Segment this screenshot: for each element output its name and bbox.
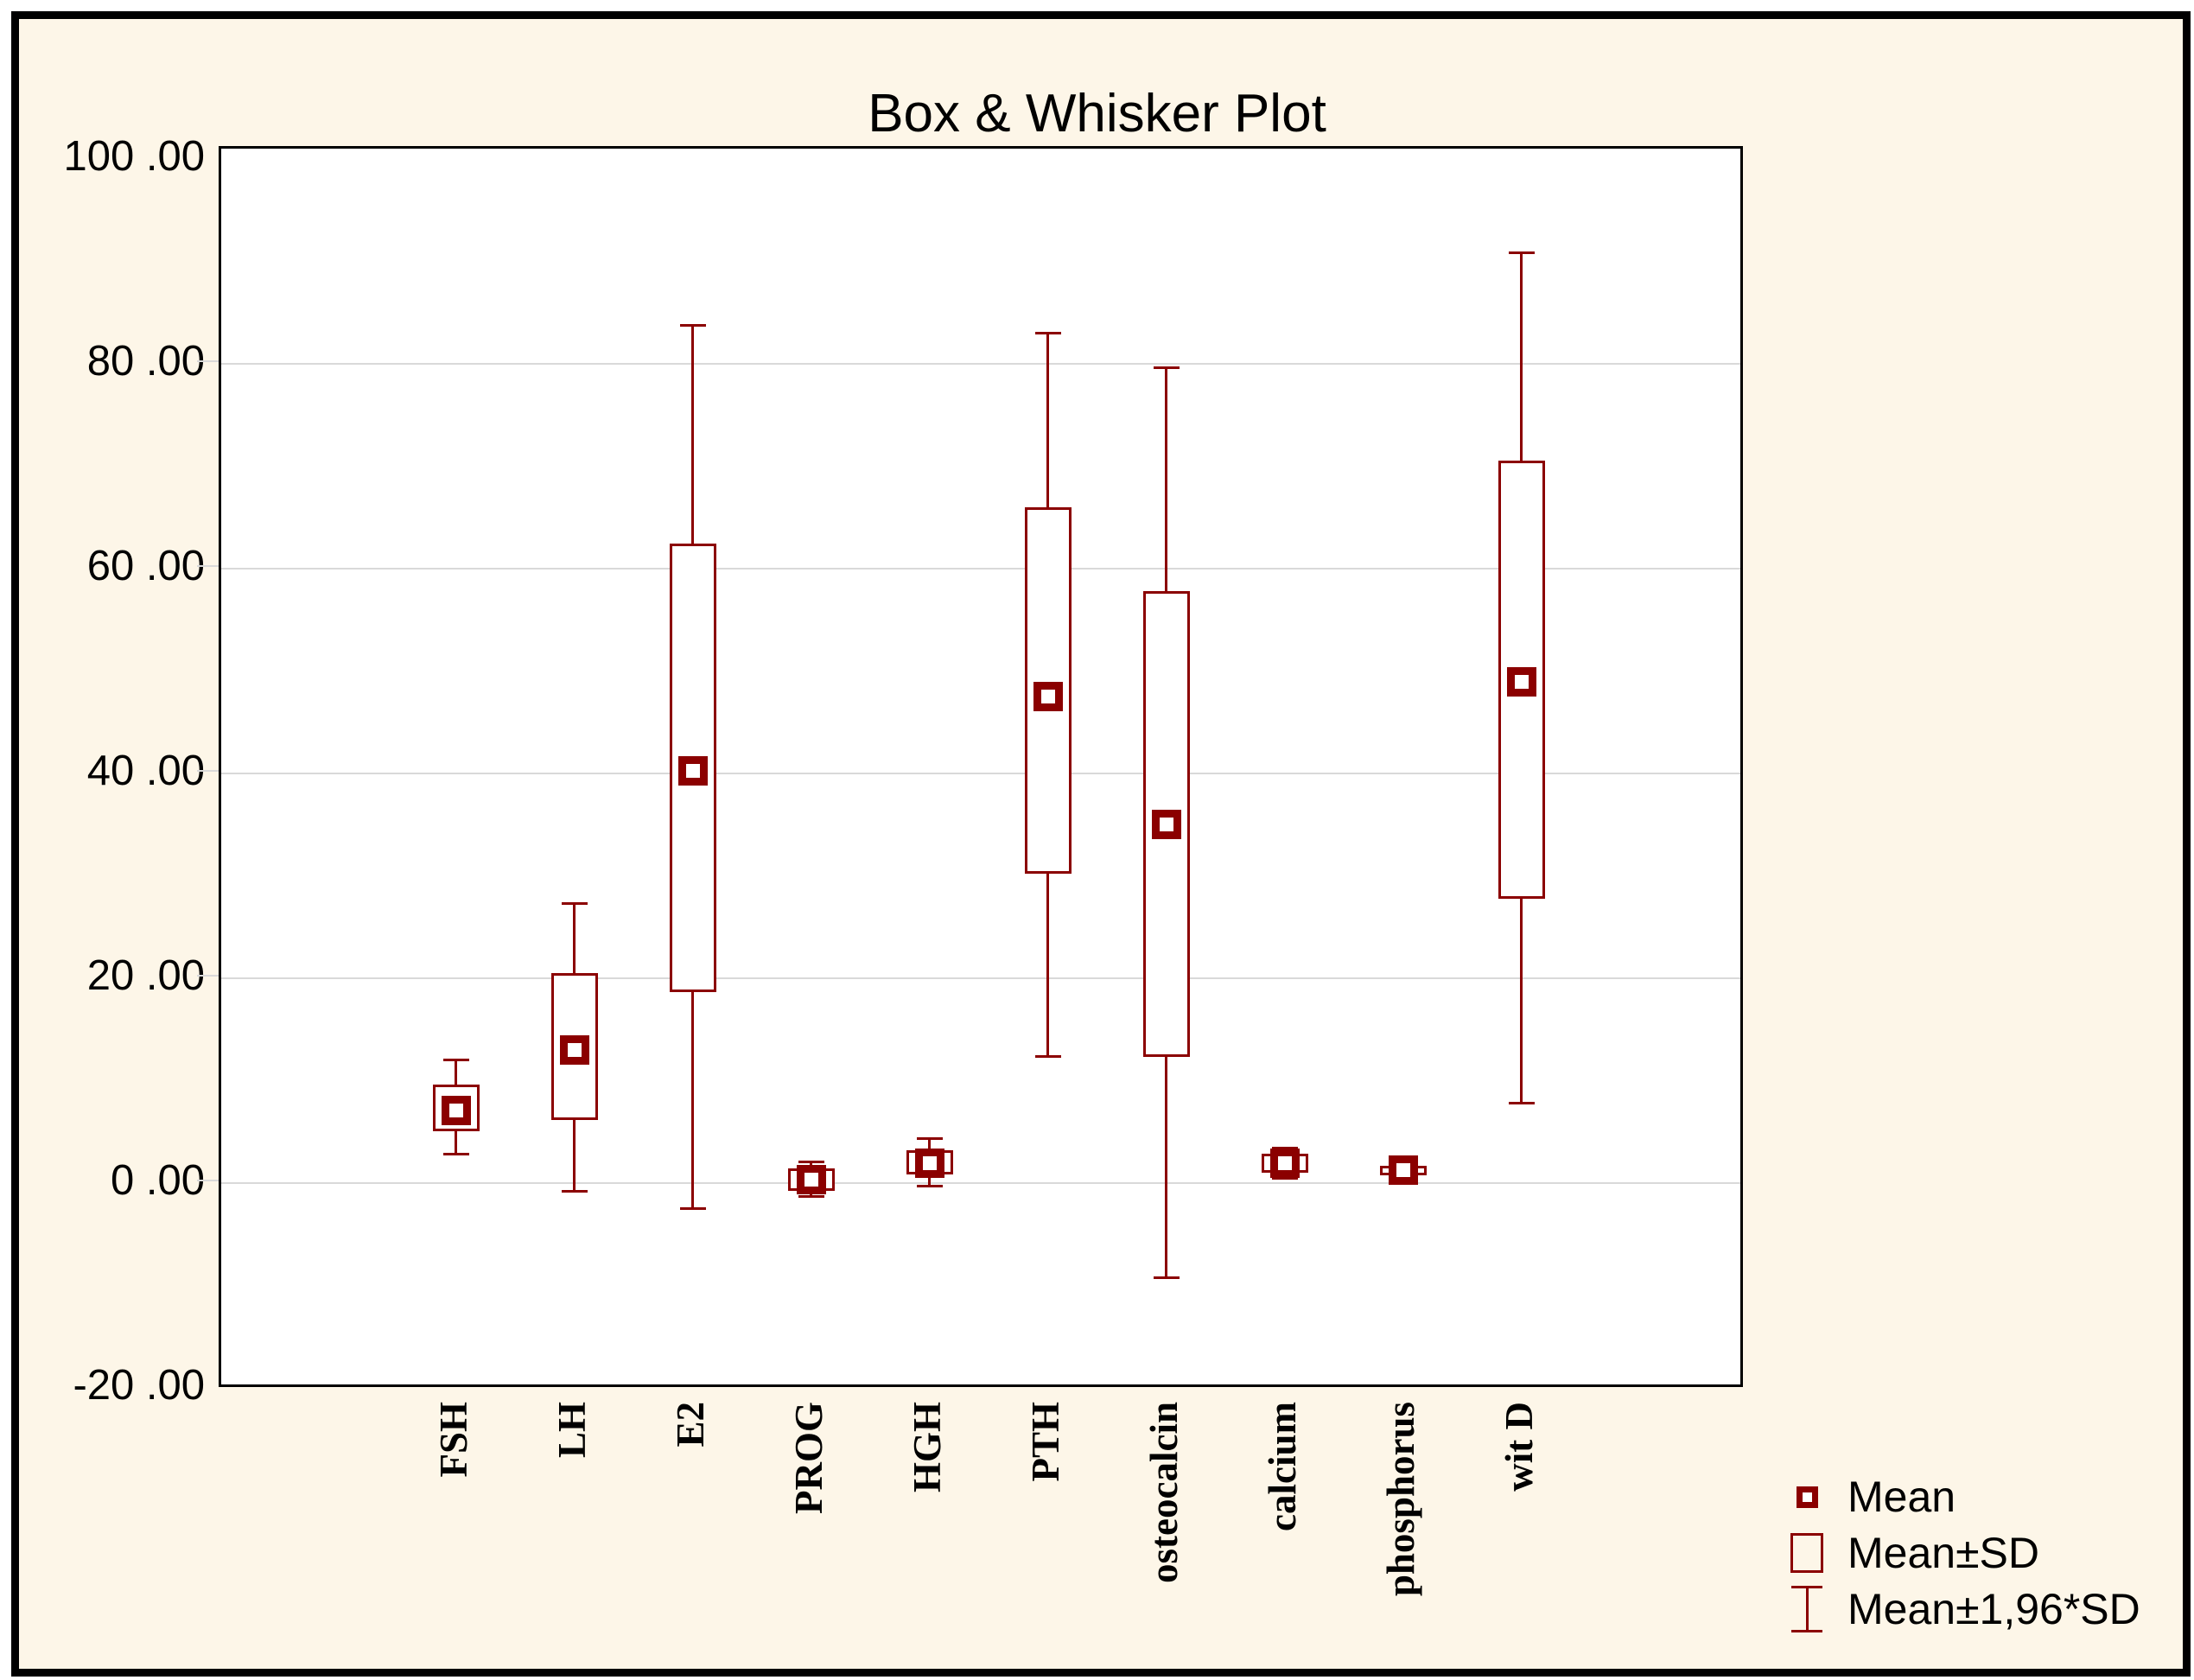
y-axis-tick [197,564,219,567]
x-category-label: phosphorus [1378,1402,1422,1597]
legend-label: Mean±1,96*SD [1847,1585,2140,1633]
legend-icon-cell [1785,1486,1828,1508]
mean-marker [1388,1155,1418,1186]
legend-item: Mean±SD [1785,1530,2140,1575]
legend: Mean Mean±SD Mean±1,96*SD [1785,1474,2140,1632]
legend-item: Mean±1,96*SD [1785,1585,2140,1633]
whisker-cap-bottom [679,1206,706,1210]
mean-marker [796,1164,826,1194]
y-tick-label: 100 .00 [63,132,206,180]
x-category-label: calcium [1260,1402,1304,1531]
mean-marker [1506,667,1536,697]
mean-marker [1269,1149,1300,1179]
gridline [221,772,1740,774]
x-category-label: PROG [786,1402,830,1514]
whisker-cap-top [916,1137,943,1141]
y-tick-label: 40 .00 [86,747,205,794]
whisker-cap-bottom [1153,1276,1180,1280]
mean-marker [1033,681,1063,711]
legend-label: Mean±SD [1847,1529,2039,1577]
whisker-cap-top [679,324,706,328]
y-axis-tick [197,360,219,362]
whisker-cap-bottom [442,1152,469,1155]
legend-icon-cell [1785,1586,1828,1632]
mean-marker [677,756,708,786]
whisker-cap-bottom [561,1189,588,1193]
gridline [221,567,1740,570]
y-tick-label: -20 .00 [73,1361,205,1409]
mean-marker [441,1095,471,1125]
y-tick-label: 80 .00 [86,337,205,385]
whisker-cap-bottom [1508,1101,1535,1104]
x-category-label: E2 [668,1402,712,1448]
x-category-label: HGH [905,1402,949,1493]
whisker-icon-cap-top [1791,1586,1822,1588]
whisker-icon-line [1805,1586,1809,1632]
x-category-label: LH [550,1402,594,1459]
whisker-cap-top [442,1058,469,1061]
y-tick-label: 20 .00 [86,951,205,999]
chart-title: Box & Whisker Plot [868,84,1326,143]
mean-marker [1151,809,1181,839]
whisker-cap-top [561,901,588,905]
whisker-cap-bottom [1034,1055,1061,1059]
x-category-label: FSH [431,1402,475,1478]
legend-icon-cell [1785,1533,1828,1573]
y-axis-tick [197,1179,219,1181]
whisker-cap-bottom [798,1194,824,1198]
gridline [221,1181,1740,1184]
whisker-cap-top [1034,331,1061,334]
whisker-cap-bottom [916,1184,943,1187]
mean-marker-icon [1796,1486,1818,1508]
y-axis-tick [197,769,219,772]
x-category-label: wit D [1497,1402,1541,1492]
gridline [221,362,1740,365]
whisker-cap-top [1271,1146,1298,1149]
whisker-cap-top [1153,366,1180,370]
whisker-icon-cap-bottom [1791,1630,1822,1632]
x-category-label: PTH [1023,1402,1067,1482]
plot-panel [219,146,1743,1387]
mean-marker [559,1034,589,1065]
legend-label: Mean [1847,1473,1956,1521]
whisker-cap-top [798,1161,824,1164]
y-axis-tick [197,974,219,977]
y-tick-label: 0 .00 [111,1156,205,1204]
mean-marker [914,1149,944,1179]
y-tick-label: 60 .00 [86,542,205,589]
gridline [221,977,1740,979]
whisker-icon [1789,1586,1825,1632]
x-category-label: osteocalcin [1142,1402,1186,1583]
legend-item: Mean [1785,1474,2140,1519]
sd-box-icon [1790,1533,1823,1573]
whisker-cap-top [1508,251,1535,255]
whisker-cap-bottom [1271,1177,1298,1180]
